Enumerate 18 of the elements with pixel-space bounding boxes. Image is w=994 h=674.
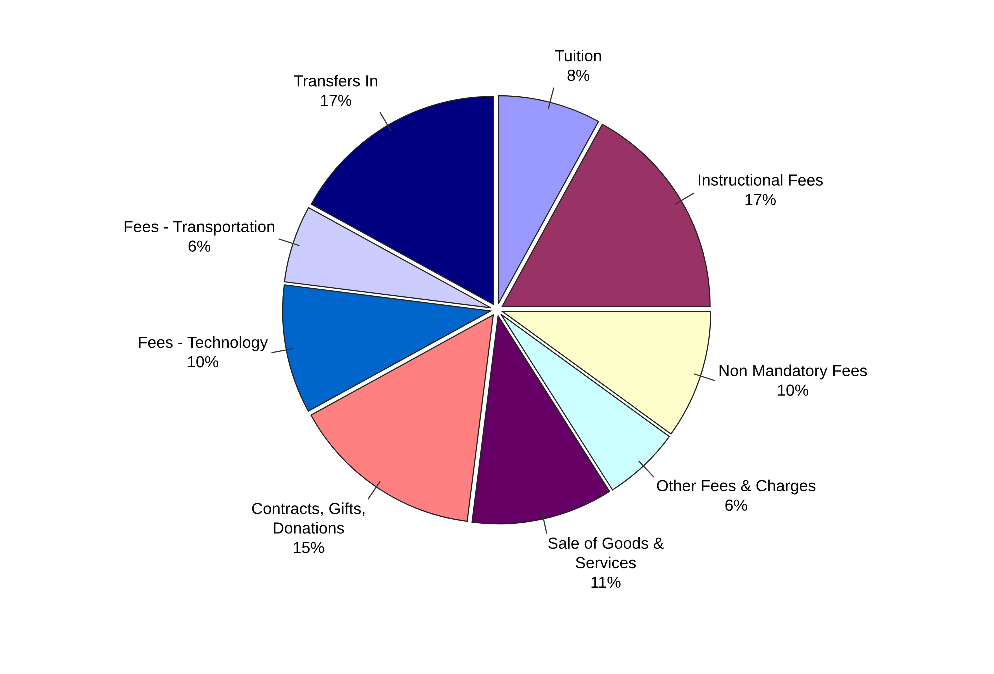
slice-label: Fees - Technology — [139, 336, 268, 352]
data-label: 6% — [726, 500, 748, 512]
data-label: 15% — [294, 542, 324, 554]
data-label: 17% — [746, 194, 776, 206]
data-label: 10% — [778, 384, 809, 396]
slice-label: Transfers In — [294, 75, 378, 87]
data-label: 6% — [188, 240, 211, 252]
slice-label: Sale of Goods & Services — [548, 537, 664, 569]
data-label: 11% — [592, 576, 621, 588]
slice-label: Fees - Transportation — [124, 220, 274, 236]
data-label: 8% — [568, 70, 590, 82]
slice-label: Other Fees & Charges — [657, 480, 816, 495]
slice-label: Contracts, Gifts, Donations — [252, 502, 365, 534]
slice-label: Non Mandatory Fees — [720, 364, 868, 380]
slice-label: Tuition — [555, 50, 602, 62]
data-label: 10% — [188, 356, 218, 368]
slice-label: Instructional Fees — [698, 174, 824, 186]
data-label: 17% — [321, 95, 352, 106]
